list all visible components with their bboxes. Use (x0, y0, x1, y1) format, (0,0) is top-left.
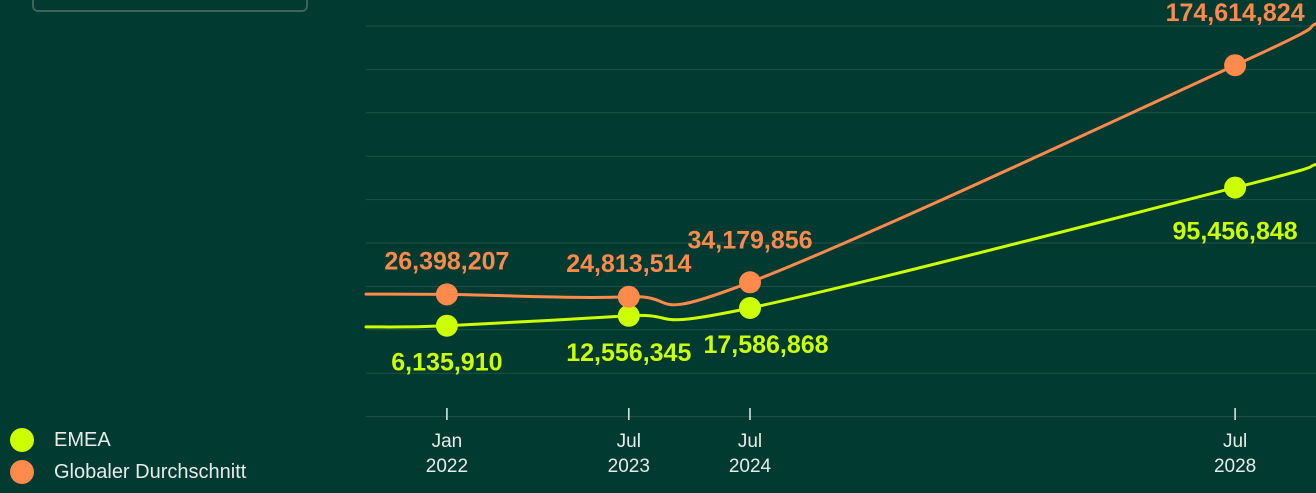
top-tab[interactable] (32, 0, 308, 12)
legend-dot-emea (10, 428, 34, 452)
data-point[interactable] (617, 285, 640, 308)
data-labels: 6,135,910 12,556,345 17,586,868 95,456,848 2… (384, 0, 1304, 377)
grid-lines (366, 25, 1316, 418)
data-label: 24,813,514 (566, 250, 691, 278)
x-tick-label-month: Jul (1223, 431, 1247, 452)
x-tick-label-month: Jan (432, 431, 463, 452)
x-tick-label-month: Jul (738, 431, 762, 452)
data-points (435, 54, 1247, 337)
legend-item-global-average[interactable]: Globaler Durchschnitt (10, 456, 246, 488)
data-point[interactable] (1224, 54, 1247, 77)
data-label: 95,456,848 (1173, 218, 1298, 246)
x-tick-label-year: 2028 (1214, 456, 1256, 477)
data-point[interactable] (739, 297, 761, 319)
data-label: 26,398,207 (384, 247, 509, 275)
x-tick-label-month: Jul (617, 431, 641, 452)
legend-dot-global-average (10, 460, 34, 484)
data-point[interactable] (617, 304, 640, 327)
x-tick-label-year: 2022 (426, 456, 468, 477)
data-label: 174,614,824 (1166, 0, 1305, 27)
data-label: 6,135,910 (391, 349, 502, 377)
data-point[interactable] (1224, 176, 1247, 199)
x-tick-label-year: 2023 (608, 456, 650, 477)
legend: EMEA Globaler Durchschnitt (10, 424, 246, 488)
data-label: 12,556,345 (566, 339, 691, 367)
legend-label-emea: EMEA (54, 428, 111, 451)
data-point[interactable] (435, 283, 458, 306)
data-point[interactable] (435, 314, 458, 337)
data-point[interactable] (739, 271, 761, 294)
data-label: 17,586,868 (703, 331, 828, 359)
x-tick-label-year: 2024 (729, 456, 772, 477)
data-label: 34,179,856 (687, 226, 812, 254)
legend-label-global-average: Globaler Durchschnitt (54, 460, 247, 483)
x-axis-ticks: Jan 2022 Jul 2023 Jul 2024 Jul 2028 (426, 408, 1256, 477)
legend-item-emea[interactable]: EMEA (10, 424, 246, 456)
